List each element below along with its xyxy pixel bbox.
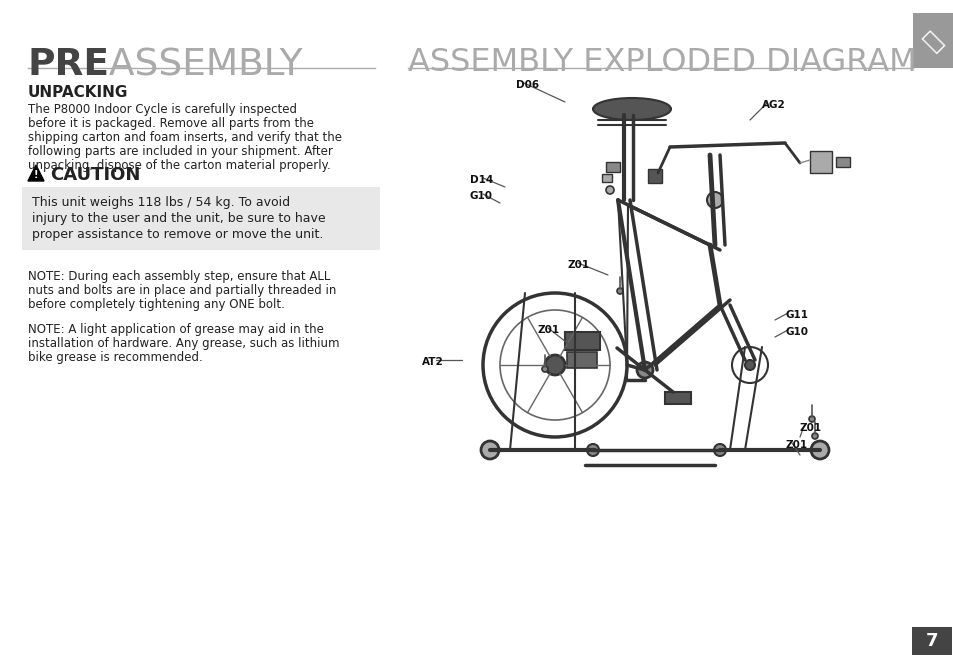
Text: G10: G10	[470, 191, 493, 201]
Text: following parts are included in your shipment. After: following parts are included in your shi…	[28, 145, 333, 158]
Text: D06: D06	[516, 80, 538, 90]
Circle shape	[713, 444, 725, 456]
Bar	[647, 169, 661, 183]
Text: ASSEMBLY EXPLODED DIAGRAM: ASSEMBLY EXPLODED DIAGRAM	[408, 47, 916, 78]
Bar	[601, 174, 612, 182]
FancyBboxPatch shape	[22, 187, 379, 250]
Text: before it is packaged. Remove all parts from the: before it is packaged. Remove all parts …	[28, 117, 314, 130]
Circle shape	[637, 362, 652, 378]
Text: Z01: Z01	[800, 423, 821, 433]
Circle shape	[744, 360, 754, 370]
Text: CAUTION: CAUTION	[50, 166, 140, 184]
Text: Z01: Z01	[567, 260, 590, 270]
Polygon shape	[28, 165, 44, 181]
Text: AG2: AG2	[761, 100, 785, 110]
Text: NOTE: During each assembly step, ensure that ALL: NOTE: During each assembly step, ensure …	[28, 270, 330, 283]
Circle shape	[544, 355, 564, 375]
Text: ASSEMBLY: ASSEMBLY	[97, 47, 302, 83]
Text: bike grease is recommended.: bike grease is recommended.	[28, 351, 203, 364]
Bar	[605, 162, 619, 172]
Text: NOTE: A light application of grease may aid in the: NOTE: A light application of grease may …	[28, 323, 323, 336]
Circle shape	[480, 441, 498, 459]
Circle shape	[541, 366, 547, 372]
Text: !: !	[33, 170, 38, 180]
Text: The P8000 Indoor Cycle is carefully inspected: The P8000 Indoor Cycle is carefully insp…	[28, 103, 296, 116]
Circle shape	[810, 441, 828, 459]
Text: Z01: Z01	[785, 440, 807, 450]
Circle shape	[808, 416, 814, 422]
Text: shipping carton and foam inserts, and verify that the: shipping carton and foam inserts, and ve…	[28, 131, 341, 144]
Text: proper assistance to remove or move the unit.: proper assistance to remove or move the …	[32, 228, 323, 241]
Circle shape	[617, 288, 622, 294]
FancyBboxPatch shape	[912, 13, 953, 68]
Bar	[564, 332, 599, 350]
Bar	[566, 352, 597, 368]
Text: installation of hardware. Any grease, such as lithium: installation of hardware. Any grease, su…	[28, 337, 339, 350]
Bar	[835, 157, 849, 167]
Text: Z01: Z01	[537, 325, 559, 335]
Text: AT2: AT2	[421, 357, 443, 367]
Text: D14: D14	[470, 175, 493, 185]
FancyBboxPatch shape	[911, 627, 951, 655]
Text: This unit weighs 118 lbs / 54 kg. To avoid: This unit weighs 118 lbs / 54 kg. To avo…	[32, 196, 290, 209]
Text: 7: 7	[924, 632, 937, 650]
Text: UNPACKING: UNPACKING	[28, 85, 129, 100]
Text: G10: G10	[785, 327, 808, 337]
Circle shape	[605, 186, 614, 194]
Text: ⛯: ⛯	[919, 27, 945, 55]
Text: before completely tightening any ONE bolt.: before completely tightening any ONE bol…	[28, 298, 285, 311]
Text: injury to the user and the unit, be sure to have: injury to the user and the unit, be sure…	[32, 212, 325, 225]
Circle shape	[706, 192, 722, 208]
Bar	[809, 151, 831, 173]
Bar	[664, 392, 690, 404]
Circle shape	[811, 433, 817, 439]
Text: G11: G11	[785, 310, 808, 320]
Text: PRE: PRE	[28, 47, 110, 83]
Circle shape	[586, 444, 598, 456]
Text: unpacking, dispose of the carton material properly.: unpacking, dispose of the carton materia…	[28, 159, 331, 172]
Text: nuts and bolts are in place and partially threaded in: nuts and bolts are in place and partiall…	[28, 284, 336, 297]
Ellipse shape	[593, 98, 670, 120]
